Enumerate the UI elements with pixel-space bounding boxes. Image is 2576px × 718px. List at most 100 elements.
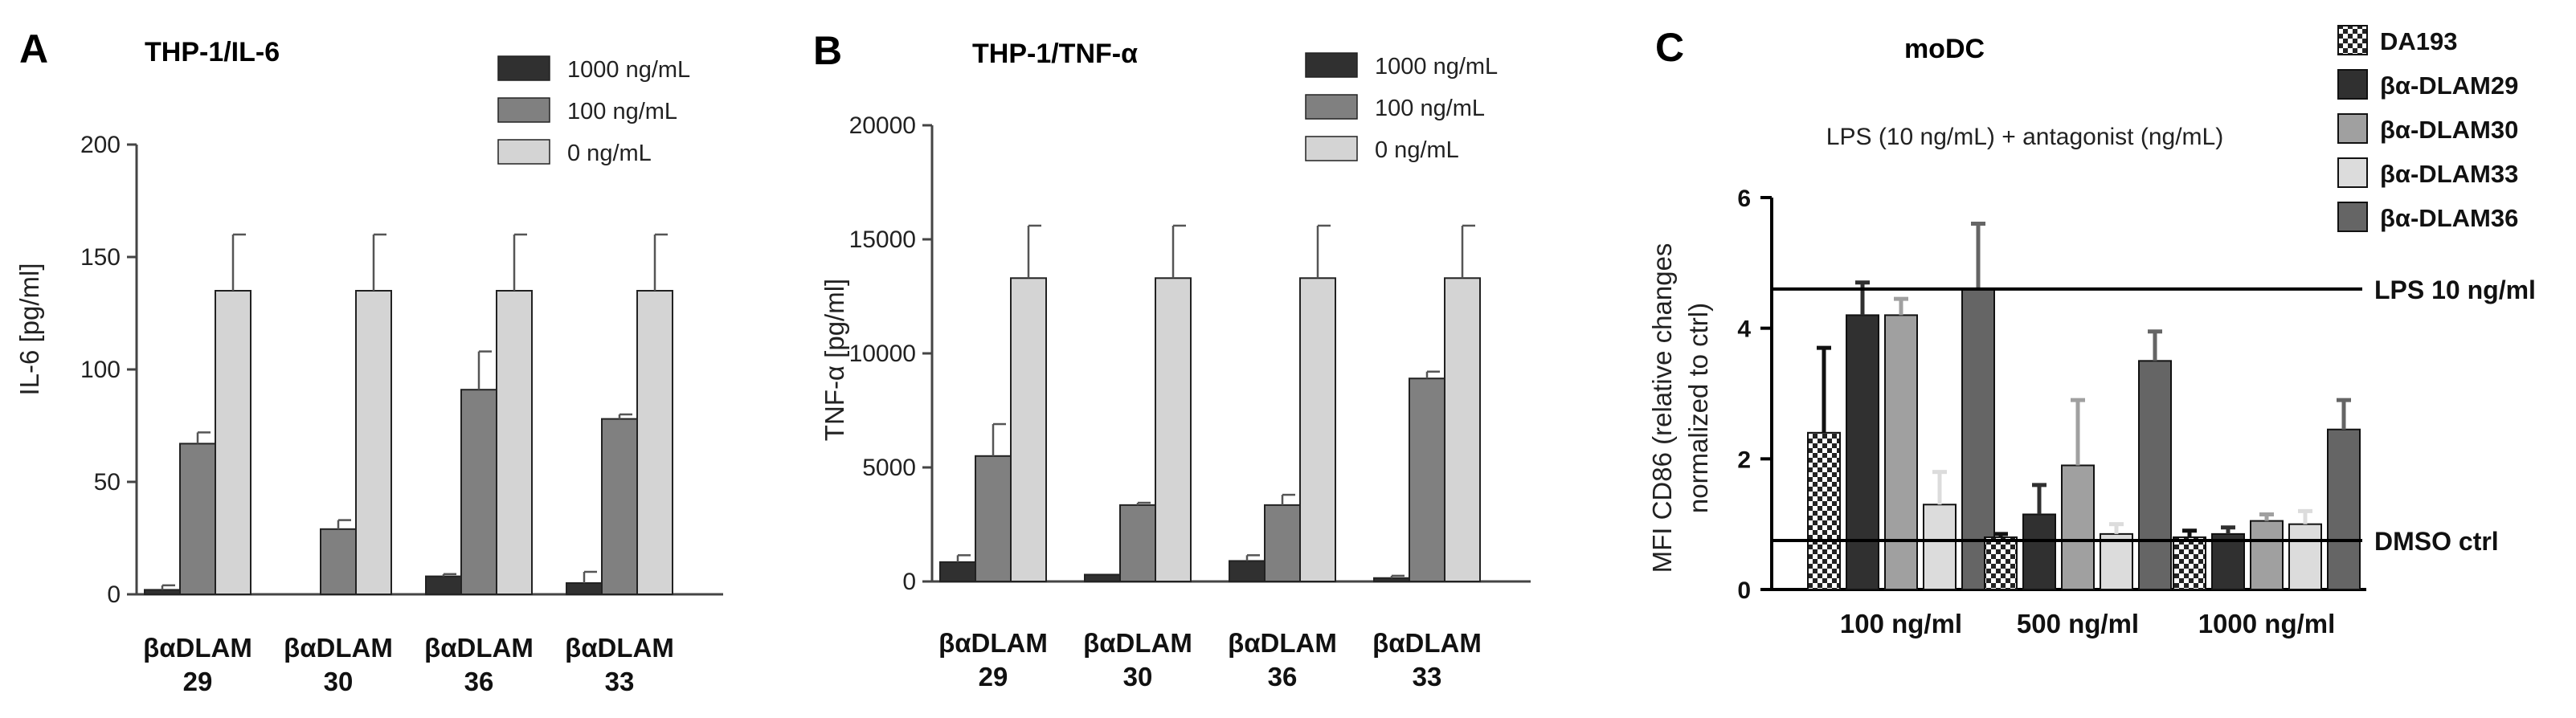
chart-a-bar-1-2 — [355, 290, 392, 595]
chart-a-bar-3-0 — [566, 582, 603, 595]
chart-b-bar-1-0 — [1084, 573, 1121, 582]
chart-b-category-label-1: βαDLAM — [1083, 628, 1192, 658]
chart-b-bar-2-0 — [1229, 560, 1266, 583]
chart-c-bar-2-2 — [2250, 520, 2284, 590]
chart-c-ylabel-line-1: MFI CD86 (relative changes — [1647, 243, 1677, 573]
chart-c-bar-2-1 — [2211, 532, 2245, 590]
chart-c-ytick-label-0: 0 — [1737, 577, 1751, 604]
chart-a-category-label-1: βαDLAM — [284, 633, 393, 663]
chart-a-bar-2-1 — [460, 389, 497, 596]
panel-letter-c: C — [1655, 25, 1684, 70]
chart-c-ytick-label-1: 2 — [1737, 447, 1751, 473]
chart-c-ytick-label-3: 6 — [1737, 186, 1751, 212]
chart-a-ylabel: IL-6 [pg/ml] — [14, 263, 44, 395]
chart-a-bar-2-0 — [425, 575, 462, 595]
chart-b-bar-0-2 — [1010, 277, 1047, 582]
panel-letter-b: B — [813, 28, 842, 73]
panel-letter-a: A — [19, 27, 48, 71]
chart-c-legend-swatch-2 — [2337, 113, 2368, 144]
chart-c-category-label-1: 500 ng/ml — [2017, 609, 2139, 638]
chart-b-bar-3-1 — [1409, 377, 1445, 582]
chart-c-legend-swatch-3 — [2337, 157, 2368, 188]
chart-a-bar-0-2 — [215, 290, 251, 595]
chart-c-legend-label-4: βα-DLAM36 — [2380, 204, 2518, 232]
chart-c-bar-0-3 — [1923, 504, 1957, 590]
chart-c-bar-0-1 — [1846, 314, 1879, 590]
chart-a-ytick-label-4: 200 — [80, 132, 121, 158]
chart-c-bar-2-4 — [2327, 428, 2361, 590]
chart-c-refline-label-0: LPS 10 ng/ml — [2374, 275, 2536, 304]
chart-c-bar-1-1 — [2022, 513, 2056, 591]
chart-a-legend-swatch-0 — [497, 55, 550, 81]
chart-b-title: THP-1/TNF-α — [972, 39, 1138, 69]
chart-a-category-label-0: βαDLAM — [143, 633, 252, 663]
chart-a-bar-1-1 — [320, 528, 357, 595]
chart-b-legend-swatch-2 — [1305, 136, 1358, 161]
chart-a-ytick-label-0: 0 — [107, 581, 121, 608]
chart-a-category-label-2: βαDLAM — [424, 633, 534, 663]
chart-c-bar-2-3 — [2288, 523, 2322, 591]
chart-a-category-number-3: 33 — [605, 667, 635, 696]
chart-b-bar-1-2 — [1155, 277, 1192, 582]
chart-b-legend-swatch-1 — [1305, 94, 1358, 120]
chart-a-category-number-1: 30 — [324, 667, 354, 696]
chart-b-bar-0-1 — [975, 455, 1012, 582]
chart-b-bar-3-2 — [1444, 277, 1481, 582]
chart-a-ytick-label-1: 50 — [94, 469, 121, 496]
chart-c-legend-label-0: DA193 — [2380, 27, 2458, 55]
chart-a: 0 50 100 150 200 βαDLAM 29 βαDLAM 30 βαDLAM 36 βαDL… — [80, 55, 723, 696]
chart-c-bar-0-2 — [1884, 314, 1918, 590]
chart-b-category-number-2: 36 — [1268, 662, 1298, 691]
chart-b-bar-2-2 — [1299, 277, 1336, 582]
chart-c-legend-swatch-0 — [2337, 25, 2368, 55]
chart-c-subtitle: LPS (10 ng/mL) + antagonist (ng/mL) — [1826, 124, 2223, 150]
chart-b-category-number-3: 33 — [1413, 662, 1442, 691]
chart-b-category-number-1: 30 — [1123, 662, 1153, 691]
chart-b-ytick-label-4: 20000 — [849, 112, 916, 139]
chart-b-bar-1-1 — [1119, 504, 1156, 582]
chart-c-bar-0-0 — [1807, 431, 1841, 590]
chart-b-category-label-0: βαDLAM — [938, 628, 1048, 658]
chart-b-bar-2-1 — [1264, 504, 1301, 582]
chart-c-legend-label-3: βα-DLAM33 — [2380, 160, 2518, 188]
chart-c-bar-1-2 — [2061, 464, 2095, 591]
chart-a-category-number-2: 36 — [464, 667, 494, 696]
chart-b-legend-swatch-0 — [1305, 52, 1358, 78]
chart-c-title: moDC — [1904, 34, 1985, 64]
chart-c-legend-swatch-4 — [2337, 202, 2368, 232]
chart-a-legend-label-2: 0 ng/mL — [567, 141, 652, 166]
chart-c-legend-swatch-1 — [2337, 69, 2368, 100]
chart-b-ytick-label-3: 15000 — [849, 226, 916, 253]
chart-c: 0 2 4 6 100 ng/ml 500 ng/ml 1000 ng/ml LPS 10 n… — [1737, 25, 2536, 638]
chart-a-ytick-label-3: 150 — [80, 244, 121, 271]
chart-c-ylabel-line-2: normalized to ctrl) — [1683, 303, 1713, 513]
chart-b: 0 5000 10000 15000 20000 βαDLAM 29 βαDLAM 30 βαDL… — [849, 52, 1531, 691]
chart-b-legend-label-0: 1000 ng/mL — [1375, 54, 1498, 80]
chart-b-legend-label-1: 100 ng/mL — [1375, 96, 1485, 121]
chart-b-ytick-label-1: 5000 — [862, 455, 916, 481]
chart-b-category-label-2: βαDLAM — [1228, 628, 1337, 658]
chart-a-category-label-3: βαDLAM — [565, 633, 674, 663]
chart-a-legend-swatch-2 — [497, 139, 550, 165]
chart-a-title: THP-1/IL-6 — [145, 37, 280, 67]
chart-c-legend-label-2: βα-DLAM30 — [2380, 116, 2518, 144]
chart-b-category-label-3: βαDLAM — [1372, 628, 1482, 658]
chart-a-legend-swatch-1 — [497, 97, 550, 123]
chart-c-bar-1-3 — [2100, 532, 2133, 590]
chart-c-category-label-2: 1000 ng/ml — [2198, 609, 2336, 638]
chart-c-category-label-0: 100 ng/ml — [1840, 609, 1962, 638]
chart-a-legend-label-1: 100 ng/mL — [567, 99, 677, 124]
chart-c-ytick-label-2: 4 — [1737, 316, 1751, 343]
chart-b-ytick-label-0: 0 — [902, 569, 916, 595]
chart-a-bar-2-2 — [496, 290, 533, 595]
chart-a-bar-0-1 — [179, 443, 216, 596]
chart-c-bar-1-0 — [1984, 536, 2018, 591]
chart-b-bar-3-0 — [1373, 577, 1410, 582]
chart-b-category-number-0: 29 — [979, 662, 1008, 691]
chart-a-bar-3-2 — [636, 290, 673, 595]
chart-a-category-number-0: 29 — [183, 667, 213, 696]
chart-c-legend-label-1: βα-DLAM29 — [2380, 71, 2518, 100]
chart-b-legend-label-2: 0 ng/mL — [1375, 137, 1459, 163]
chart-c-bar-1-4 — [2138, 360, 2172, 590]
